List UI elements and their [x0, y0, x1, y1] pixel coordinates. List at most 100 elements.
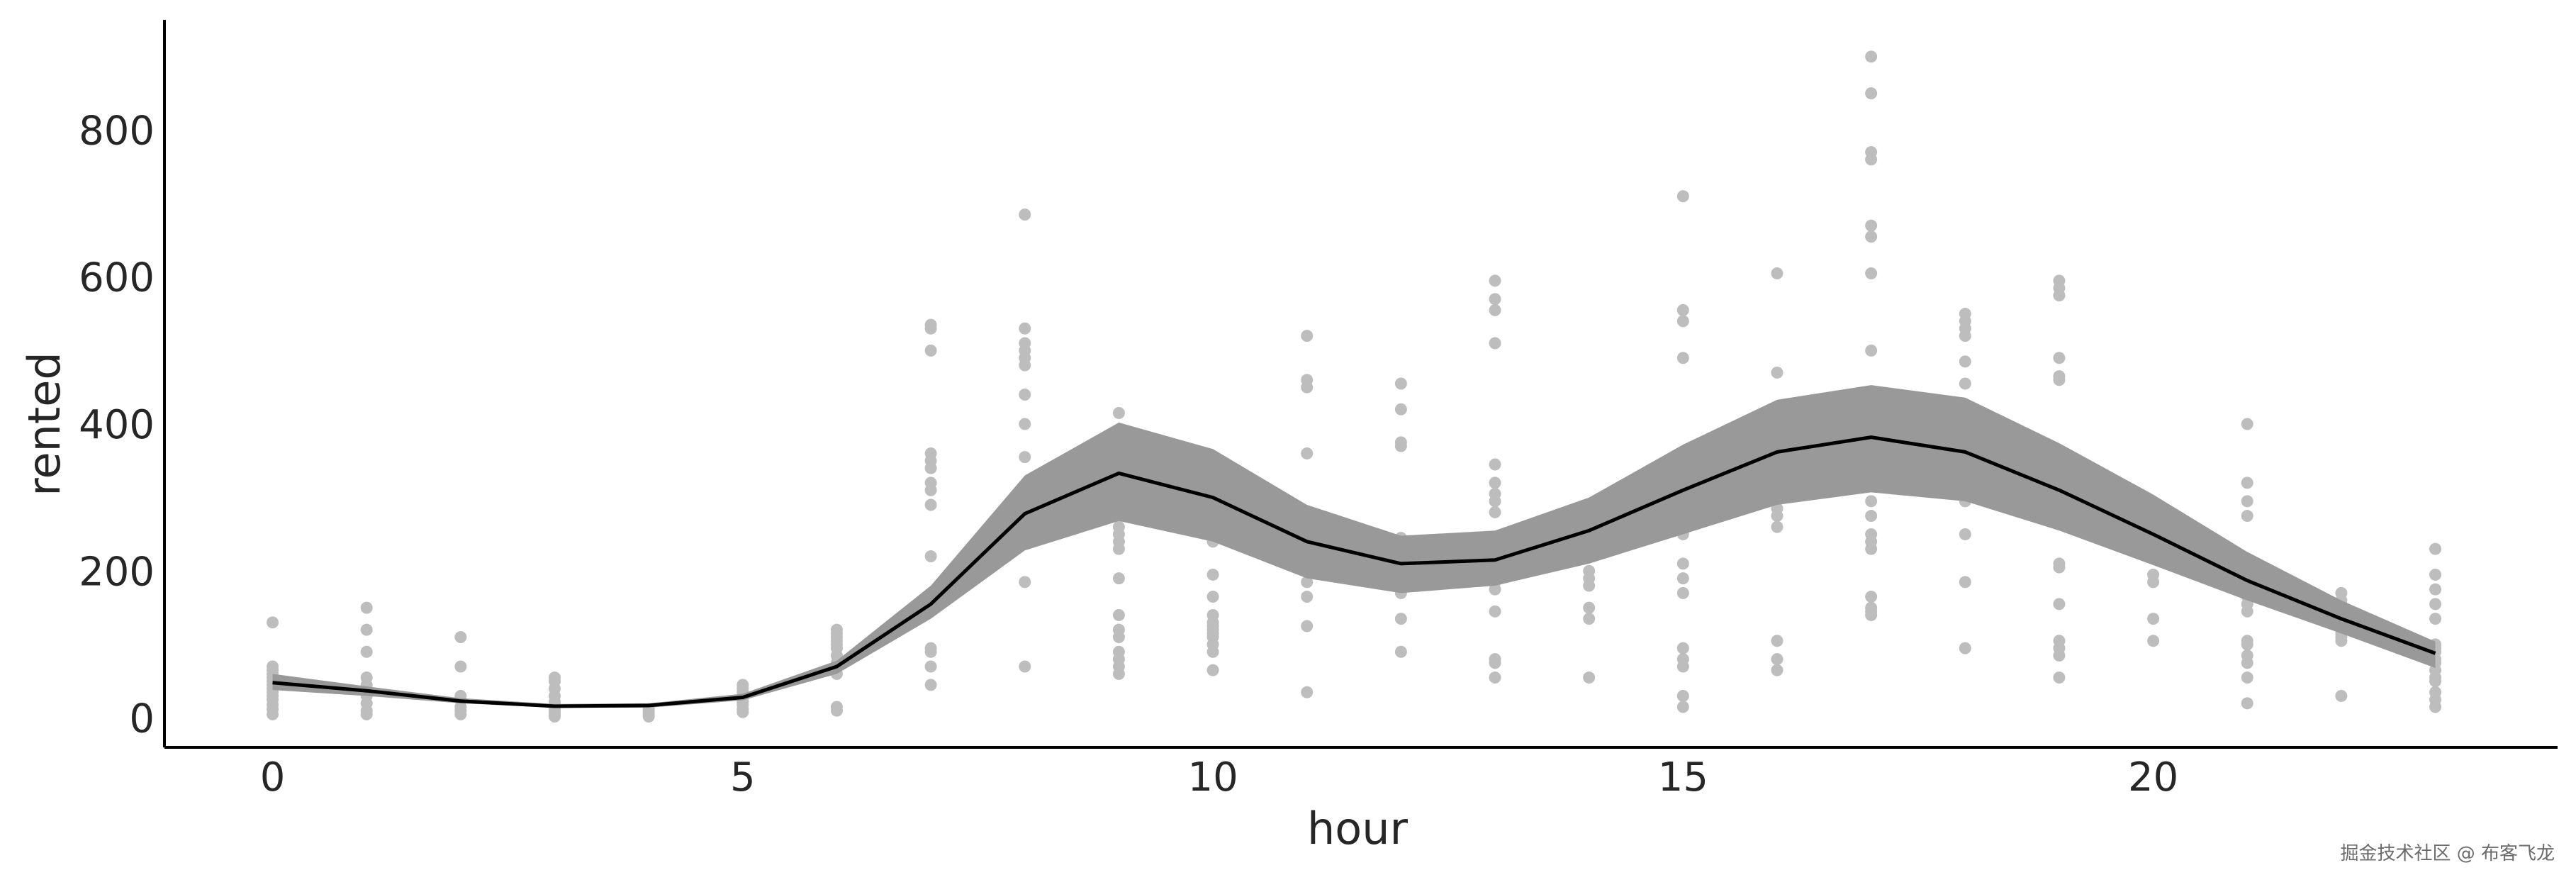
- x-tick-label: 0: [260, 754, 286, 801]
- data-point: [1959, 642, 1971, 654]
- data-point: [924, 344, 937, 357]
- data-point: [1019, 337, 1031, 350]
- data-point: [2429, 598, 2442, 611]
- data-point: [2241, 697, 2253, 710]
- data-point: [924, 660, 937, 673]
- data-point: [2147, 568, 2160, 581]
- data-point: [1019, 389, 1031, 401]
- data-point: [1771, 520, 1783, 533]
- data-point: [1865, 591, 1878, 603]
- data-point: [1489, 506, 1501, 518]
- data-point: [2053, 352, 2066, 364]
- data-point: [2241, 671, 2253, 684]
- watermark-text: 掘金技术社区 @ 布客飞龙: [2340, 843, 2555, 864]
- data-point: [1959, 308, 1971, 321]
- data-point: [1583, 601, 1596, 614]
- data-point: [1489, 476, 1501, 489]
- y-tick-label: 0: [129, 696, 155, 742]
- data-point: [924, 476, 937, 489]
- data-point: [1112, 406, 1125, 419]
- y-axis-label: rented: [18, 352, 70, 496]
- data-point: [1206, 591, 1219, 603]
- data-point: [2053, 635, 2066, 647]
- data-point: [1771, 366, 1783, 379]
- data-point: [2241, 510, 2253, 523]
- data-point: [2147, 635, 2160, 647]
- data-point: [1676, 653, 1689, 666]
- data-point: [2335, 689, 2348, 702]
- data-point: [1865, 267, 1878, 280]
- data-point: [360, 645, 373, 658]
- data-point: [360, 671, 373, 684]
- data-point: [737, 679, 749, 691]
- data-point: [1959, 377, 1971, 390]
- data-point: [1489, 487, 1501, 500]
- data-point: [1112, 608, 1125, 621]
- data-point: [830, 701, 843, 713]
- data-point: [2429, 613, 2442, 625]
- credible-interval-band: [272, 385, 2436, 708]
- data-point: [1489, 458, 1501, 471]
- data-point: [1489, 303, 1501, 316]
- data-point: [1394, 645, 1407, 658]
- data-point: [1676, 586, 1689, 599]
- data-point: [2429, 568, 2442, 581]
- data-point: [1676, 701, 1689, 713]
- data-point: [1489, 274, 1501, 287]
- data-point: [924, 318, 937, 331]
- data-point: [1301, 686, 1314, 698]
- data-point: [1676, 557, 1689, 570]
- data-point: [1771, 267, 1783, 280]
- data-point: [1112, 645, 1125, 658]
- y-tick-label: 600: [79, 255, 155, 301]
- data-point: [1112, 520, 1125, 533]
- data-point: [1019, 576, 1031, 589]
- y-tick-label: 200: [79, 549, 155, 595]
- data-point: [924, 498, 937, 511]
- data-point: [2053, 274, 2066, 287]
- data-point: [2335, 586, 2348, 599]
- data-point: [2429, 542, 2442, 555]
- data-point: [2241, 418, 2253, 430]
- data-point: [1206, 568, 1219, 581]
- data-point: [2429, 686, 2442, 698]
- data-point: [2241, 649, 2253, 662]
- data-point: [1489, 605, 1501, 618]
- x-axis-label: hour: [1307, 803, 1409, 854]
- data-point: [924, 642, 937, 654]
- data-point: [1206, 608, 1219, 621]
- data-point: [1865, 87, 1878, 100]
- y-tick-labels: 0 200 400 600 800: [79, 108, 155, 742]
- data-point: [1676, 689, 1689, 702]
- x-tick-label: 10: [1187, 754, 1238, 801]
- data-point: [1865, 219, 1878, 232]
- data-point: [1301, 620, 1314, 632]
- data-point: [267, 660, 279, 673]
- data-point: [924, 550, 937, 563]
- data-point: [1676, 352, 1689, 364]
- x-tick-labels: 0 5 10 15 20: [260, 754, 2178, 801]
- data-point: [1301, 330, 1314, 342]
- data-point: [1676, 303, 1689, 316]
- x-tick-label: 15: [1658, 754, 1708, 801]
- data-point: [1959, 528, 1971, 540]
- data-point: [1865, 601, 1878, 614]
- data-point: [1865, 344, 1878, 357]
- data-point: [1489, 653, 1501, 666]
- data-point: [360, 623, 373, 636]
- data-point: [1583, 671, 1596, 684]
- data-point: [1771, 653, 1783, 666]
- data-point: [2053, 370, 2066, 383]
- data-point: [924, 447, 937, 459]
- data-point: [1019, 208, 1031, 221]
- data-point: [1676, 315, 1689, 328]
- data-point: [2241, 495, 2253, 508]
- data-point: [1489, 293, 1501, 306]
- data-point: [1865, 510, 1878, 523]
- data-point: [1865, 146, 1878, 159]
- data-point: [1019, 660, 1031, 673]
- data-point: [1771, 635, 1783, 647]
- mean-line: [272, 435, 2436, 708]
- data-point: [830, 623, 843, 636]
